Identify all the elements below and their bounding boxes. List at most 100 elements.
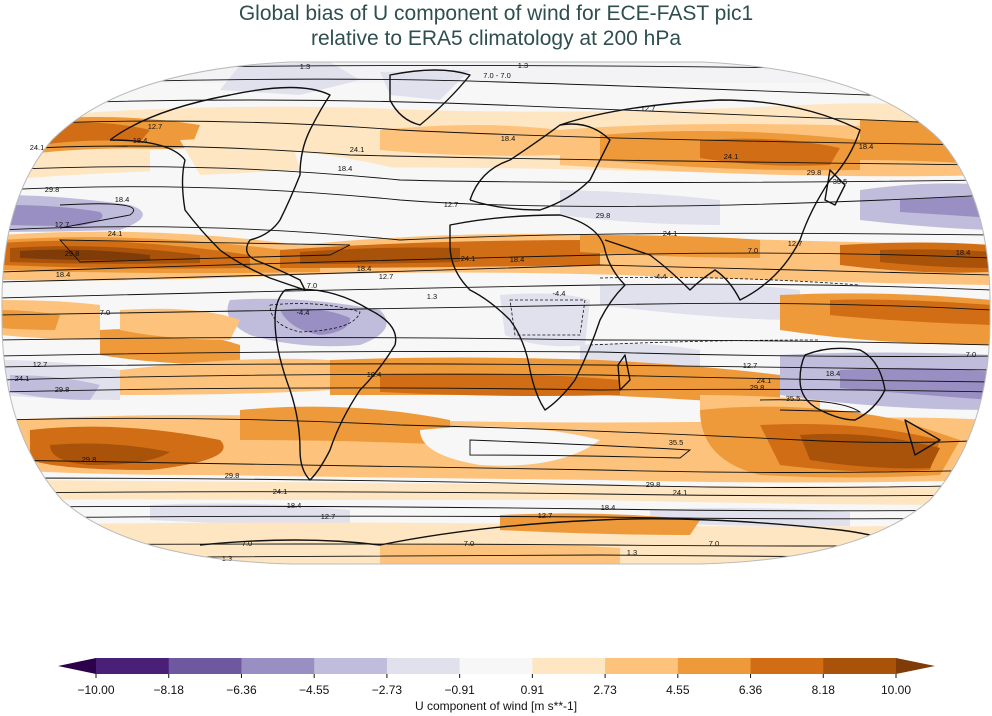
colorbar-ticks — [95, 674, 897, 678]
contour-label: 12.7 — [55, 220, 70, 229]
colorbar-segment — [241, 658, 315, 674]
contour-label: 18.4 — [338, 164, 353, 173]
contour-label: 18.4 — [56, 270, 71, 279]
contour-label: 29.8 — [82, 455, 97, 464]
contour-label: 7.0 — [307, 281, 317, 290]
contour-label: 7.0 — [464, 539, 474, 548]
contour-label: 29.8 — [646, 480, 661, 489]
colorbar-tick-label: −4.55 — [298, 683, 330, 697]
contour-label: 18.4 — [501, 134, 516, 143]
asia-coast — [559, 99, 861, 301]
colorbar-segment — [532, 658, 606, 674]
contour-label: 18.4 — [367, 370, 382, 379]
contour-label: 24.1 — [663, 229, 678, 238]
africa-coast — [449, 214, 626, 411]
chart-title-line-1: Global bias of U component of wind for E… — [238, 2, 754, 25]
contour-label: 1.3 — [300, 62, 310, 71]
contour-label: 18.4 — [133, 136, 148, 145]
colorbar-tick-label: −10.00 — [77, 683, 115, 697]
bias-field — [1, 62, 991, 564]
contour-label: 7.0 - 7.0 — [483, 71, 511, 80]
colorbar-segments — [96, 658, 897, 674]
contour-label: 1.3 — [427, 292, 437, 301]
contour-label: 7.0 — [242, 539, 252, 548]
contour-label: 18.4 — [115, 195, 130, 204]
contour-label: 24.1 — [461, 254, 476, 263]
contour-label: 12.7 — [743, 361, 758, 370]
colorbar-tick-label: 10.00 — [880, 683, 912, 697]
japan-coast — [824, 169, 846, 206]
contour-label: 12.7 — [148, 122, 163, 131]
contour-label: 24.1 — [350, 145, 365, 154]
colorbar-over-arrow — [896, 658, 935, 674]
contour-label: 35.5 — [786, 394, 801, 403]
contour-label: 18.4 — [826, 369, 841, 378]
contour-label: 12.7 — [321, 512, 336, 521]
colorbar-tick-label: 6.36 — [738, 683, 763, 697]
madagascar-coast — [617, 354, 631, 391]
greenland-coast — [389, 69, 471, 126]
contour-label: 24.1 — [15, 374, 30, 383]
contour-label: 29.8 — [65, 249, 80, 258]
contour-label: 12.7 — [641, 104, 656, 113]
contour-label: 12.7 — [788, 239, 803, 248]
north-america-coast — [109, 86, 331, 291]
south-america-coast — [274, 288, 397, 481]
contour-label: 7.0 — [748, 246, 758, 255]
antarctica-coast — [199, 518, 901, 546]
colorbar-segment — [823, 658, 897, 674]
chart-title-line-2: relative to ERA5 climatology at 200 hPa — [310, 27, 682, 50]
contour-label: 7.0 — [709, 539, 719, 548]
contour-label: 18.4 — [601, 503, 616, 512]
contour-label: 12.7 — [379, 272, 394, 281]
colorbar-label: U component of wind [m s**-1] — [414, 699, 578, 713]
contour-label: 24.1 — [757, 376, 772, 385]
contour-label: 18.4 — [859, 142, 874, 151]
contour-labels: 1.3 1.37.0 - 7.012.712.718.424.1 24.118.41… — [15, 61, 977, 563]
contour-label: 29.8 — [45, 185, 60, 194]
colorbar-under-arrow — [58, 658, 96, 674]
contour-label: 7.0 — [966, 350, 976, 359]
colorbar-segment — [96, 658, 170, 674]
contour-label: 18.4 — [956, 248, 971, 257]
contour-label: -4.4 — [654, 272, 667, 281]
europe-coast — [469, 123, 611, 211]
contour-label: 12.7 — [444, 200, 459, 209]
contour-label: 29.8 — [596, 211, 611, 220]
colorbar-tick-label: 8.18 — [811, 683, 835, 697]
contour-label: 35.5 — [669, 438, 684, 447]
colorbar-segment — [750, 658, 824, 674]
contour-label: 35.5 — [833, 177, 848, 186]
colorbar — [58, 658, 935, 678]
globe-outline — [1, 61, 991, 565]
colorbar-tick-label: 2.73 — [593, 683, 617, 697]
colorbar-tick-label: −2.73 — [371, 683, 403, 697]
climatology-contours — [1, 65, 991, 559]
chart-title: Global bias of U component of wind for E… — [0, 0, 992, 51]
contour-label: 18.4 — [510, 255, 525, 264]
contour-label: 24.1 — [108, 229, 123, 238]
contour-label: 29.8 — [750, 383, 765, 392]
colorbar-tick-label: −0.91 — [444, 683, 475, 697]
new-zealand-coast — [904, 419, 941, 456]
contour-label: 24.1 — [273, 487, 288, 496]
contour-label: 24.1 — [30, 143, 45, 152]
contour-label: 29.8 — [225, 471, 240, 480]
world-map-robinson: 1.3 1.37.0 - 7.012.712.718.424.1 24.118.41… — [1, 61, 991, 565]
contour-label: 18.4 — [287, 501, 302, 510]
contour-label: 18.4 — [357, 264, 372, 273]
colorbar-tick-label: 4.55 — [666, 683, 690, 697]
contour-label: 12.7 — [33, 360, 48, 369]
contour-label: 1.3 — [518, 61, 528, 70]
contour-label: -4.4 — [553, 289, 566, 298]
coastlines — [109, 69, 941, 546]
australia-coast — [799, 347, 886, 421]
colorbar-tick-label: 0.91 — [520, 683, 545, 697]
contour-label: -4.4 — [297, 308, 310, 317]
contour-label: 29.8 — [55, 385, 70, 394]
contour-label: 1.3 — [627, 548, 637, 557]
contour-label: 7.0 — [100, 308, 110, 317]
colorbar-segment — [677, 658, 752, 674]
contour-label: 24.1 — [673, 488, 688, 497]
contour-label: 12.7 — [538, 511, 553, 520]
